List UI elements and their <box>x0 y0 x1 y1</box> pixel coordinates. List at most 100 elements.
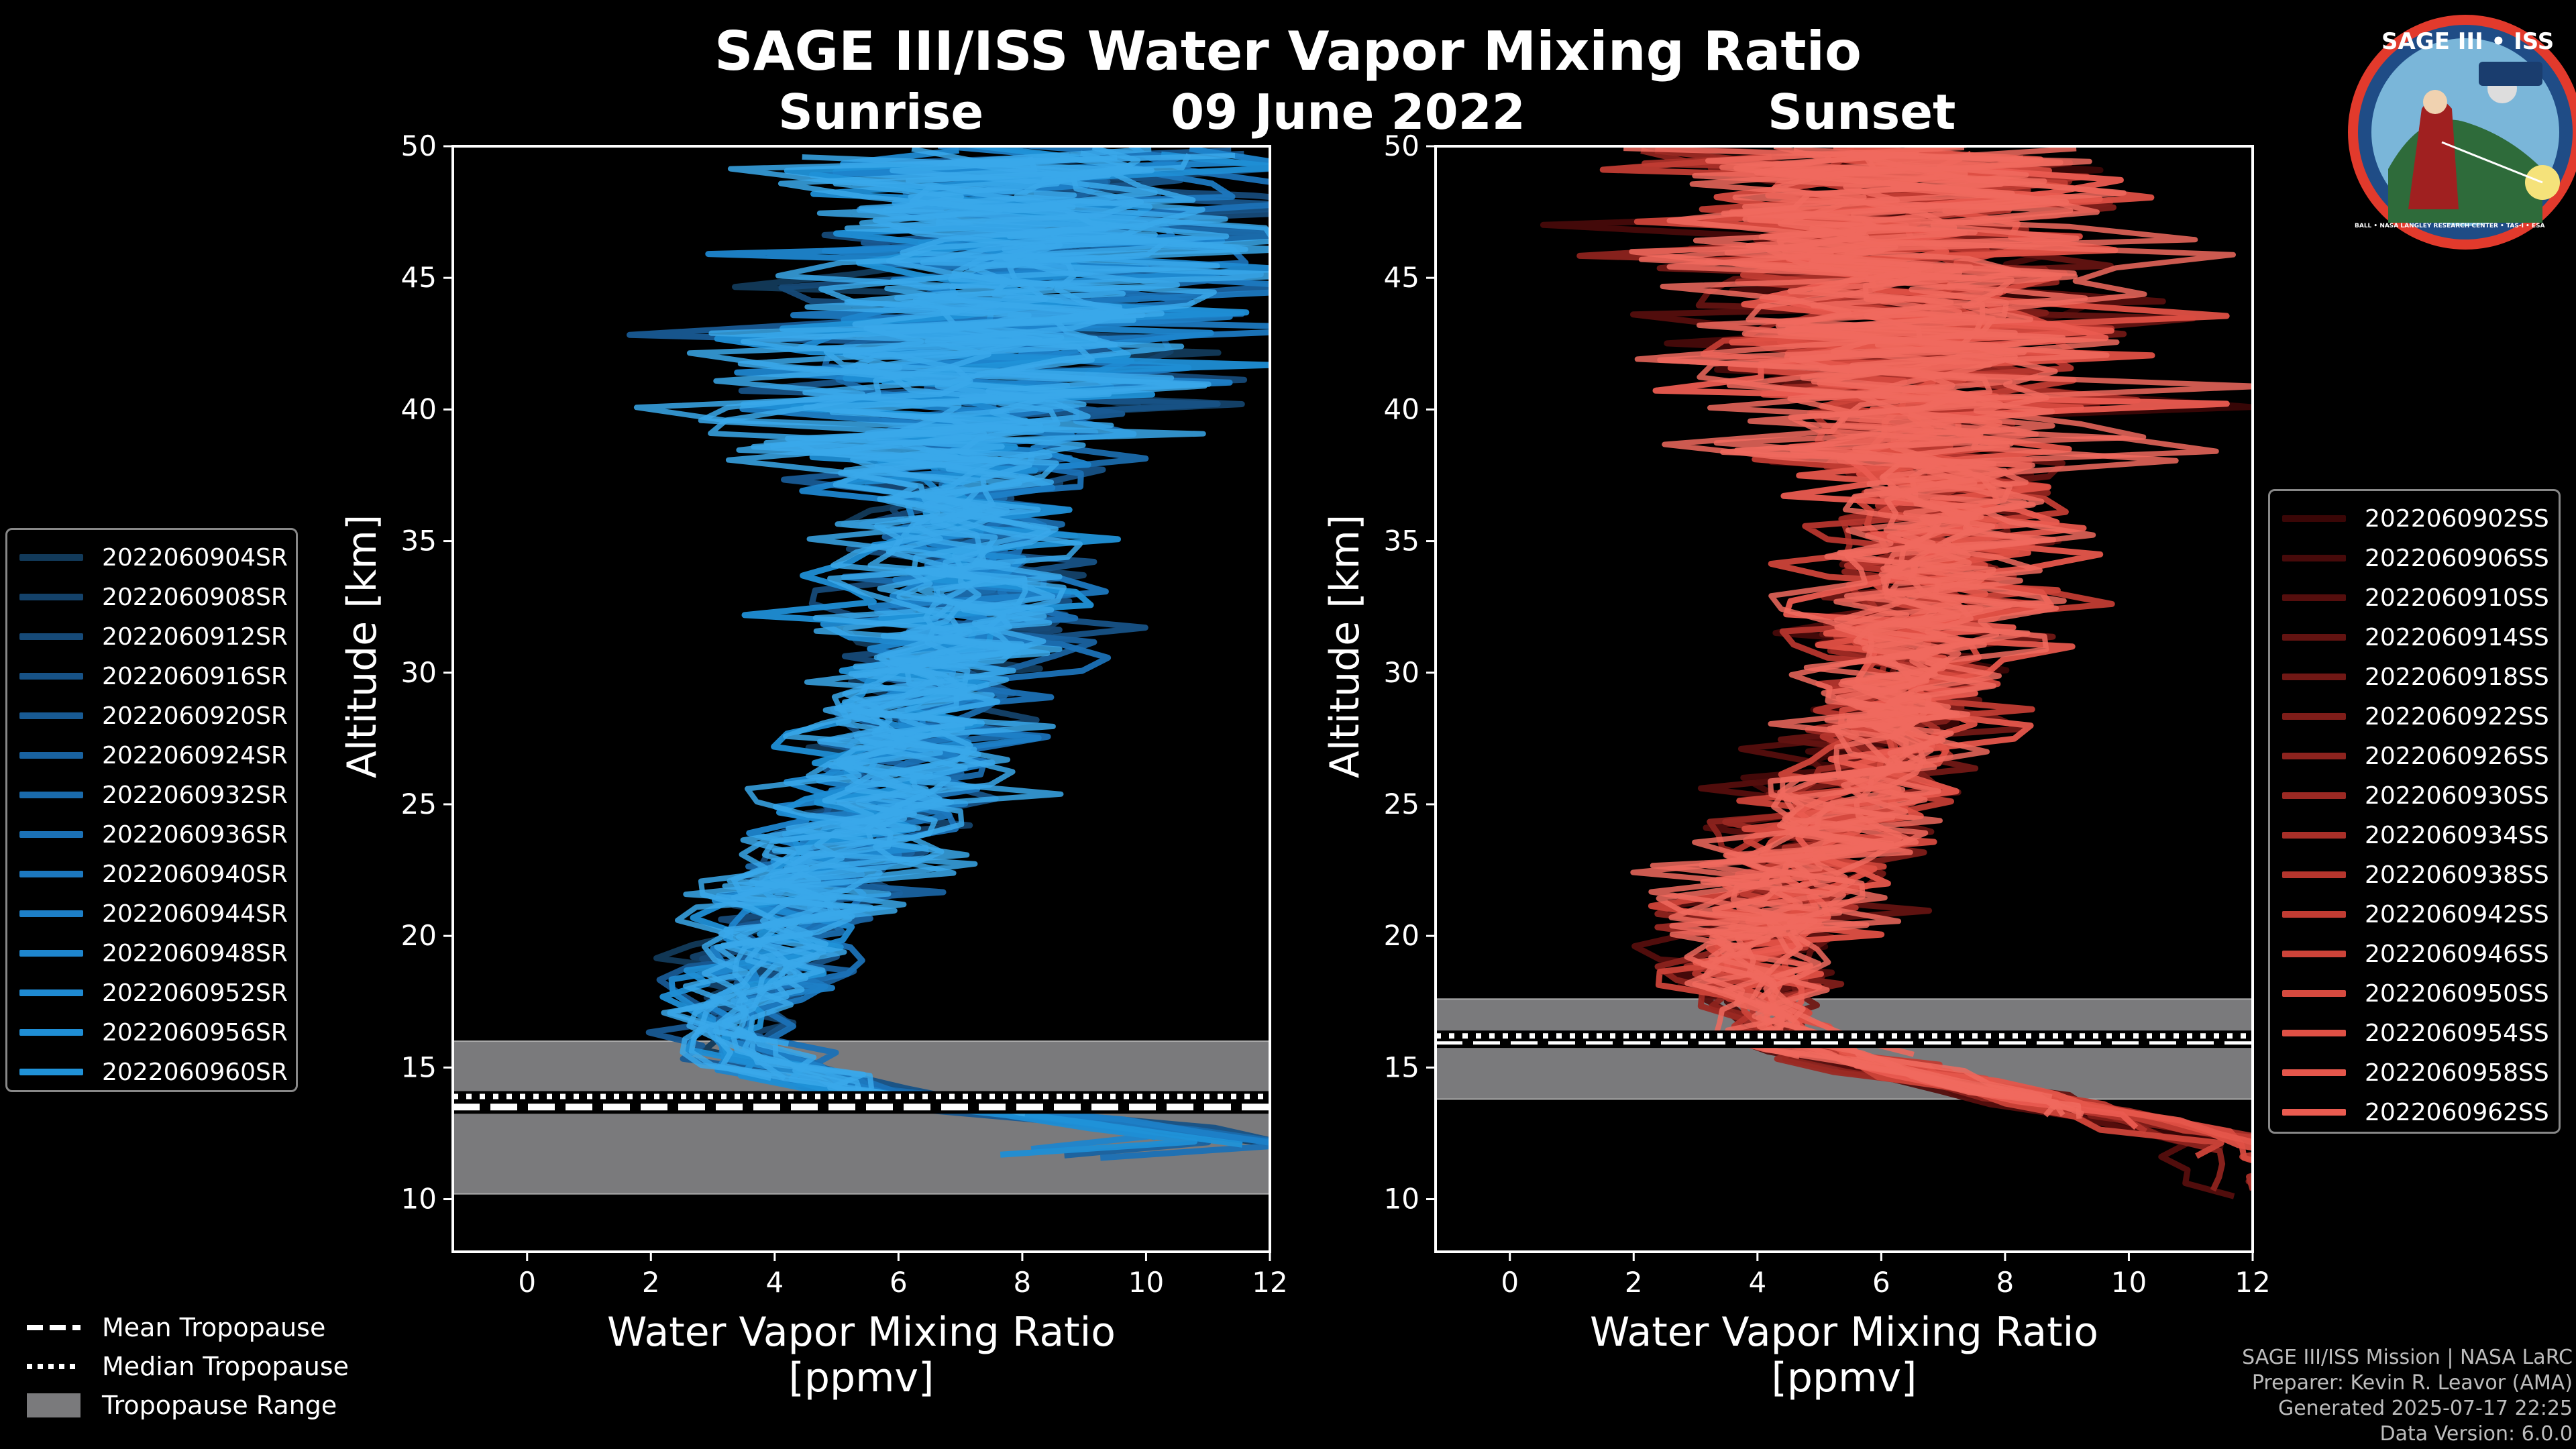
legend-label: 2022060958SS <box>2365 1059 2549 1087</box>
legend-label: 2022060906SS <box>2365 544 2549 572</box>
legend-item: 2022060910SS <box>2270 578 2549 617</box>
legend-item: 2022060924SR <box>7 736 288 775</box>
legend-swatch <box>19 673 83 680</box>
legend-label: 2022060922SS <box>2365 702 2549 731</box>
x-tick-label: 4 <box>1748 1266 1766 1299</box>
legend-label: 2022060904SR <box>102 543 288 572</box>
footer-generated: Generated 2025-07-17 22:25 <box>2277 1397 2573 1420</box>
legend-item: 2022060918SS <box>2270 657 2549 696</box>
x-tick-label: 2 <box>1625 1266 1643 1299</box>
x-axis-label: Water Vapor Mixing Ratio <box>607 1309 1116 1356</box>
legend-swatch <box>2282 1030 2346 1036</box>
legend-item: 2022060942SS <box>2270 895 2549 934</box>
x-tick-label: 8 <box>1996 1266 2015 1299</box>
legend-label: 2022060940SR <box>102 860 288 888</box>
profile-extra <box>1623 146 2092 1059</box>
legend-swatch <box>19 752 83 759</box>
legend-swatch <box>19 871 83 877</box>
legend-label: 2022060936SR <box>102 820 288 849</box>
legend-item: 2022060934SS <box>2270 816 2549 855</box>
logo-title: SAGE III • ISS <box>2381 28 2555 55</box>
legend-label: 2022060946SS <box>2365 940 2549 968</box>
y-tick-label: 20 <box>401 919 437 952</box>
legend-swatch <box>19 989 83 996</box>
legend-swatch <box>2282 832 2346 839</box>
y-tick-label: 15 <box>401 1051 437 1083</box>
legend-label: 2022060956SR <box>102 1018 288 1046</box>
legend-range-label: Tropopause Range <box>102 1391 337 1420</box>
legend-item: 2022060962SS <box>2270 1093 2549 1132</box>
legend-label: 2022060910SS <box>2365 584 2549 612</box>
legend-median-tropopause: Median Tropopause <box>27 1347 349 1386</box>
legend-label: 2022060932SR <box>102 781 288 809</box>
legend-label: 2022060954SS <box>2365 1019 2549 1047</box>
x-tick-label: 10 <box>1128 1266 1164 1299</box>
legend-item: 2022060954SS <box>2270 1014 2549 1053</box>
legend-item: 2022060948SR <box>7 934 288 973</box>
legend-item: 2022060922SS <box>2270 697 2549 736</box>
legend-label: 2022060924SR <box>102 741 288 769</box>
y-tick-label: 30 <box>401 656 437 689</box>
legend-label: 2022060912SR <box>102 623 288 651</box>
legend-item: 2022060906SS <box>2270 539 2549 578</box>
y-tick-label: 50 <box>1384 129 1419 162</box>
legend-item: 2022060932SR <box>7 775 288 814</box>
legend-mean-tropopause: Mean Tropopause <box>27 1308 325 1347</box>
sunset-label: Sunset <box>1768 84 1956 140</box>
chart-title: SAGE III/ISS Water Vapor Mixing Ratio <box>714 20 1862 83</box>
legend-item: 2022060936SR <box>7 815 288 854</box>
profile-lines <box>627 146 1270 1161</box>
legend-item: 2022060958SS <box>2270 1053 2549 1092</box>
x-tick-label: 2 <box>642 1266 660 1299</box>
legend-label: 2022060930SS <box>2365 782 2549 810</box>
legend-item: 2022060914SS <box>2270 618 2549 657</box>
profile-extra <box>1630 146 2219 1046</box>
footer-mission: SAGE III/ISS Mission | NASA LaRC <box>2242 1346 2573 1369</box>
profile-extra <box>633 154 1270 1108</box>
y-tick-label: 40 <box>1384 392 1419 425</box>
legend-label: 2022060926SS <box>2365 742 2549 770</box>
legend-label: 2022060934SS <box>2365 821 2549 849</box>
y-tick-label: 20 <box>1384 919 1419 952</box>
x-tick-label: 12 <box>1252 1266 1287 1299</box>
legend-label: 2022060918SS <box>2365 663 2549 691</box>
legend-item: 2022060960SR <box>7 1053 288 1091</box>
legend-label: 2022060920SR <box>102 702 288 730</box>
legend-item: 2022060938SS <box>2270 855 2549 894</box>
date-label: 09 June 2022 <box>1171 84 1525 140</box>
legend-item: 2022060902SS <box>2270 499 2549 538</box>
legend-swatch <box>19 633 83 640</box>
sunrise-label: Sunrise <box>778 84 984 140</box>
tropopause-range-band <box>452 1040 1271 1195</box>
x-tick-label: 0 <box>518 1266 536 1299</box>
legend-item: 2022060908SR <box>7 578 288 616</box>
y-tick-label: 45 <box>1384 261 1419 294</box>
legend-swatch <box>2282 911 2346 918</box>
legend-label: 2022060960SR <box>102 1058 288 1086</box>
x-axis-label: [ppmv] <box>789 1354 934 1401</box>
x-tick-label: 6 <box>1872 1266 1890 1299</box>
profile-extra <box>1705 146 2198 1111</box>
legend-label: 2022060948SR <box>102 939 288 967</box>
legend-swatch <box>2282 990 2346 997</box>
legend-item: 2022060946SS <box>2270 934 2549 973</box>
profile-extra <box>1648 152 2077 1118</box>
legend-item: 2022060940SR <box>7 855 288 894</box>
sage-iss-logo: SAGE III • ISS BALL • NASA LANGLEY RESEA… <box>2341 8 2576 256</box>
y-tick-label: 40 <box>401 392 437 425</box>
legend-swatch <box>2282 1069 2346 1076</box>
x-tick-label: 6 <box>890 1266 908 1299</box>
legend-swatch <box>2282 634 2346 641</box>
legend-label: 2022060938SS <box>2365 861 2549 889</box>
plot-frame <box>1434 145 2254 1253</box>
plot-frame <box>451 145 1271 1253</box>
x-tick-label: 8 <box>1014 1266 1032 1299</box>
legend-label: 2022060950SS <box>2365 979 2549 1008</box>
y-tick-label: 35 <box>401 525 437 557</box>
legend-swatch <box>19 910 83 917</box>
legend-item: 2022060916SR <box>7 657 288 696</box>
legend-item: 2022060926SS <box>2270 737 2549 775</box>
legend-swatch <box>2282 871 2346 878</box>
legend-swatch <box>2282 674 2346 680</box>
